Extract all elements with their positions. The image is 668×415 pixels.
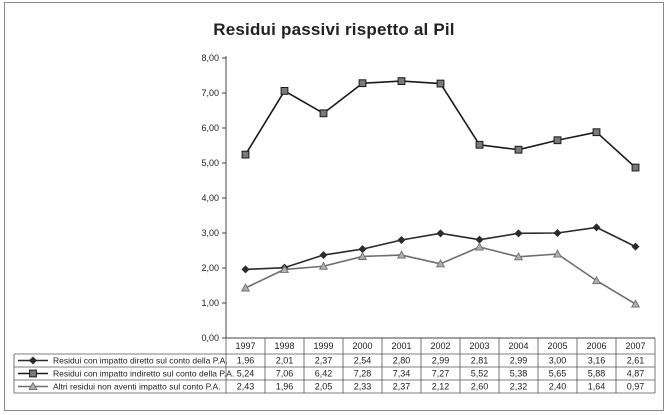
series-altri-line [245, 246, 636, 305]
series-indiretto-value-label: 7,28 [354, 369, 372, 379]
series-indiretto-point [514, 145, 523, 154]
series-indiretto-point [631, 163, 640, 172]
series-indiretto-legend-label: Residui con impatto indiretto sul conto … [53, 369, 234, 379]
series-altri-point [435, 259, 446, 268]
series-indiretto-value-label: 5,88 [588, 369, 606, 379]
series-indiretto-line [244, 80, 637, 169]
y-tick-label: 2,00 [201, 263, 219, 273]
series-altri-legend-label: Altri residui non aventi impatto sul con… [53, 382, 221, 392]
series-diretto-value-label: 2,99 [510, 356, 528, 366]
series-indiretto-point [553, 136, 562, 145]
chart-title: Residui passivi rispetto al Pil [213, 20, 455, 39]
series-diretto-point [358, 245, 367, 254]
series-diretto-value-label: 2,61 [627, 356, 645, 366]
series-altri-value-label: 2,32 [510, 382, 528, 392]
y-tick-label: 1,00 [201, 298, 219, 308]
series-indiretto-value-label: 4,87 [627, 369, 645, 379]
series-altri-point [630, 299, 641, 308]
x-tick-label: 2003 [469, 341, 489, 351]
series-diretto-value-label: 3,16 [588, 356, 606, 366]
series-altri-point [357, 251, 368, 260]
series-diretto-value-label: 2,54 [354, 356, 372, 366]
series-diretto-point [553, 228, 562, 238]
series-altri-point [279, 264, 290, 273]
y-tick-label: 6,00 [201, 123, 219, 133]
y-tick-label: 4,00 [201, 193, 219, 203]
series-indiretto-point [592, 128, 601, 137]
series-altri-point [552, 249, 563, 258]
y-tick-label: 3,00 [201, 228, 219, 238]
series-indiretto-value-label: 6,42 [315, 369, 333, 379]
series-indiretto-value-label: 5,52 [471, 369, 489, 379]
series-altri-point [318, 261, 329, 270]
x-tick-label: 1997 [235, 341, 255, 351]
series-diretto-value-label: 2,01 [276, 356, 294, 366]
y-tick-label: 0,00 [201, 333, 219, 343]
x-tick-label: 1998 [274, 341, 294, 351]
x-tick-label: 2007 [625, 341, 645, 351]
series-altri-legend-marker [28, 381, 38, 390]
series-indiretto-point [241, 150, 250, 159]
y-tick-label: 8,00 [201, 53, 219, 63]
series-diretto-point [631, 242, 640, 251]
series-indiretto-point [358, 79, 367, 88]
chart-frame [4, 2, 664, 411]
series-indiretto-value-label: 5,24 [237, 369, 255, 379]
series-altri-value-label: 2,33 [354, 382, 372, 392]
series-indiretto-value-label: 5,38 [510, 369, 528, 379]
x-tick-label: 2002 [430, 341, 450, 351]
series-diretto-point [436, 229, 445, 238]
y-tick-label: 7,00 [201, 88, 219, 98]
series-altri-value-label: 2,60 [471, 382, 489, 392]
series-diretto-point [319, 251, 328, 260]
series-diretto-legend-label: Residui con impatto diretto sul conto de… [53, 356, 228, 366]
series-diretto-point [592, 223, 601, 232]
series-altri-value-label: 2,37 [393, 382, 411, 392]
series-indiretto-legend-marker [29, 369, 37, 378]
series-altri-value-label: 2,40 [549, 382, 567, 392]
series-diretto-legend-marker [28, 356, 38, 365]
series-diretto-point [475, 235, 484, 244]
x-tick-label: 2005 [547, 341, 567, 351]
series-altri-value-label: 2,43 [237, 382, 255, 392]
series-diretto-value-label: 3,00 [549, 356, 567, 366]
series-indiretto-point [397, 77, 406, 85]
series-altri-point [474, 242, 485, 251]
series-diretto-value-label: 2,37 [315, 356, 333, 366]
x-tick-label: 2006 [586, 341, 606, 351]
series-diretto-value-label: 2,81 [471, 356, 489, 366]
x-tick-label: 2000 [352, 341, 372, 351]
series-altri-value-label: 1,96 [276, 382, 294, 392]
series-altri-value-label: 2,05 [315, 382, 333, 392]
x-tick-label: 2001 [391, 341, 411, 351]
series-altri-value-label: 0,97 [627, 382, 645, 392]
series-altri-point [240, 283, 251, 292]
series-altri-value-label: 2,12 [432, 382, 450, 392]
series-indiretto-value-label: 7,27 [432, 369, 450, 379]
series-indiretto-value-label: 7,06 [276, 369, 294, 379]
x-tick-label: 2004 [508, 341, 528, 351]
series-diretto-point [241, 265, 250, 274]
series-diretto-value-label: 2,99 [432, 356, 450, 366]
series-altri-point [591, 275, 602, 285]
series-indiretto-value-label: 5,65 [549, 369, 567, 379]
series-diretto-value-label: 2,80 [393, 356, 411, 366]
series-diretto-value-label: 1,96 [237, 356, 255, 366]
series-diretto-point [397, 235, 406, 245]
series-altri-point [513, 252, 524, 261]
series-altri-value-label: 1,64 [588, 382, 606, 392]
y-tick-label: 5,00 [201, 158, 219, 168]
series-indiretto-point [436, 79, 445, 88]
series-indiretto-point [319, 109, 328, 118]
series-altri-point [396, 250, 407, 259]
series-indiretto-value-label: 7,34 [393, 369, 411, 379]
series-diretto-point [514, 229, 523, 238]
series-indiretto-point [475, 140, 484, 149]
x-tick-label: 1999 [313, 341, 333, 351]
series-indiretto-point [280, 87, 289, 95]
